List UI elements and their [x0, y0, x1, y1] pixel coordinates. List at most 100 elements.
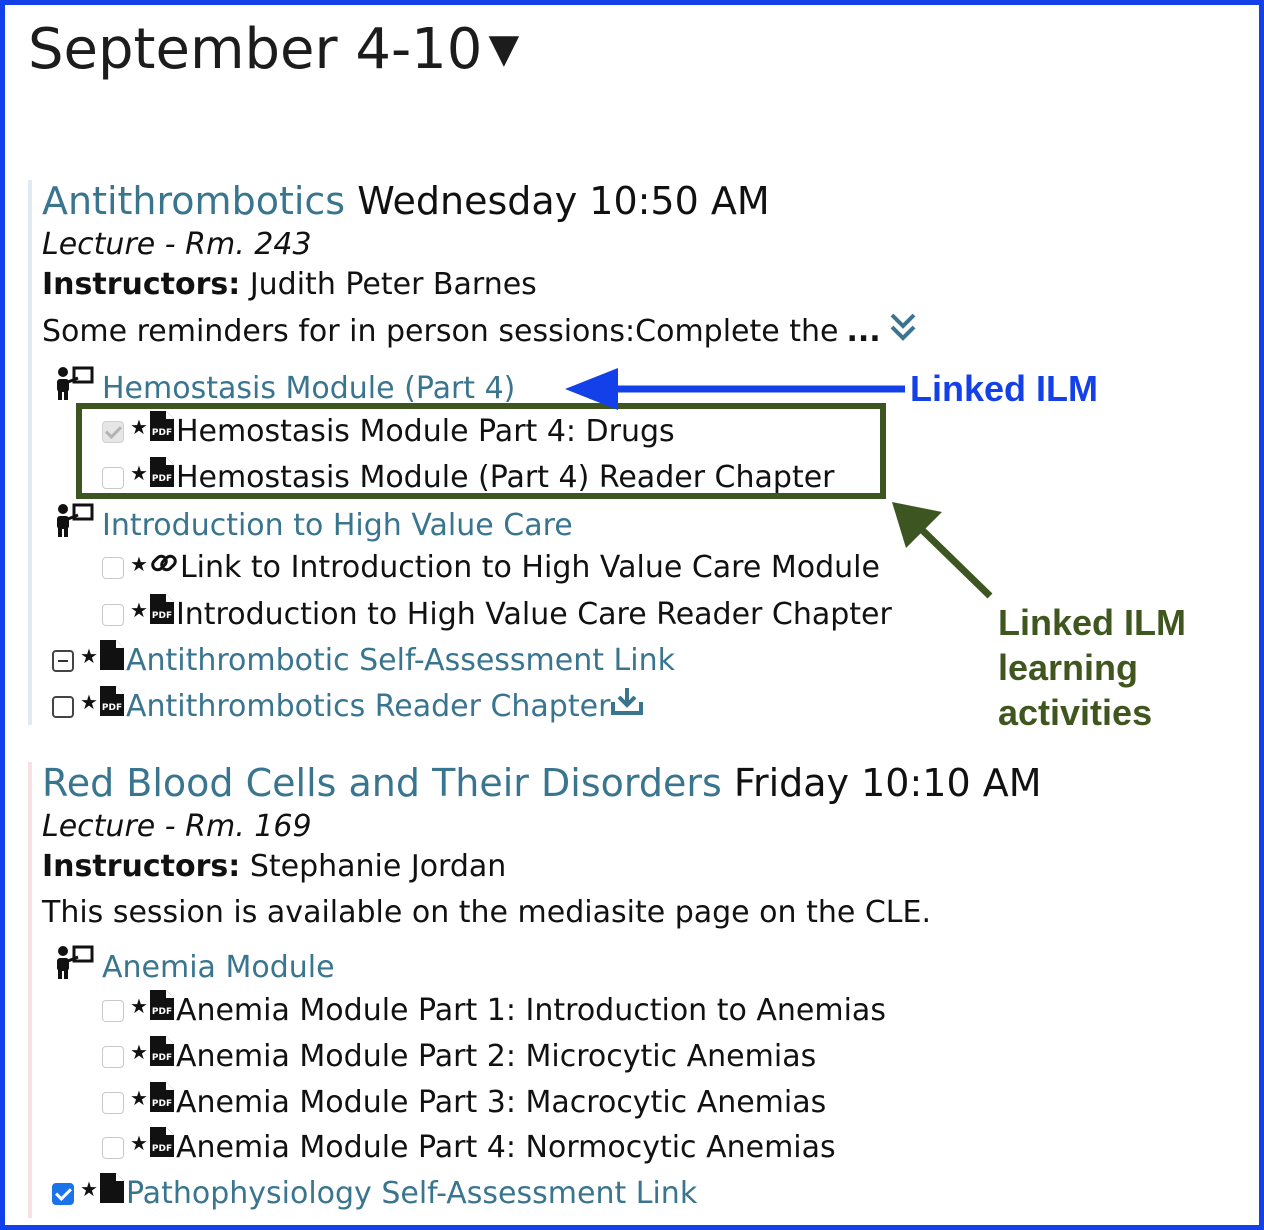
module-item-row: ★ PDF Introduction to High Value Care Re… — [102, 594, 892, 635]
module-row: Introduction to High Value Care — [54, 503, 573, 548]
pdf-icon: PDF — [149, 457, 174, 498]
module-item-row: ★ Link to Introduction to High Value Car… — [102, 548, 880, 588]
star-icon: ★ — [80, 1177, 98, 1201]
pdf-icon: PDF — [149, 594, 174, 635]
module-item-row: ★ PDF Anemia Module Part 3: Macrocytic A… — [102, 1082, 826, 1123]
session-accent-bar — [28, 180, 32, 725]
item-label[interactable]: Hemostasis Module (Part 4) Reader Chapte… — [175, 459, 835, 495]
star-icon: ★ — [130, 994, 148, 1018]
linked-ilm-arrow-icon — [565, 368, 905, 410]
activity-checkbox[interactable] — [52, 1182, 74, 1205]
pdf-icon: PDF — [149, 1082, 174, 1123]
link-icon — [150, 548, 178, 588]
item-label[interactable]: Anemia Module Part 2: Microcytic Anemias — [175, 1038, 817, 1074]
session-note: Some reminders for in person sessions:Co… — [42, 312, 917, 352]
session-time: Wednesday 10:50 AM — [357, 179, 770, 223]
star-icon: ★ — [130, 552, 148, 576]
svg-text:PDF: PDF — [152, 474, 172, 484]
activity-link[interactable]: Antithrombotic Self-Assessment Link — [125, 642, 675, 678]
module-item-row: ★ PDF Anemia Module Part 2: Microcytic A… — [102, 1036, 816, 1077]
linked-ilm-annotation: Linked ILM — [910, 368, 1098, 409]
activity-row: ★ Antithrombotic Self-Assessment Link — [52, 640, 675, 681]
activity-checkbox[interactable] — [52, 649, 74, 672]
item-checkbox[interactable] — [102, 1136, 124, 1159]
star-icon: ★ — [130, 415, 148, 439]
week-dropdown-caret-icon[interactable]: ▼ — [488, 26, 520, 72]
pdf-icon: PDF — [99, 686, 124, 727]
session-title-link[interactable]: Red Blood Cells and Their Disorders — [42, 761, 722, 805]
item-checkbox[interactable] — [102, 557, 124, 579]
activity-row: ★ PDF Antithrombotics Reader Chapter — [52, 686, 644, 727]
module-item-row: ★ PDF Anemia Module Part 4: Normocytic A… — [102, 1127, 836, 1168]
expand-chevron-icon[interactable] — [889, 312, 917, 352]
presenter-icon — [54, 366, 94, 411]
session-location: Lecture - Rm. 243 — [42, 227, 312, 262]
session-location: Lecture - Rm. 169 — [42, 809, 312, 844]
item-label[interactable]: Link to Introduction to High Value Care … — [179, 550, 880, 585]
star-icon: ★ — [130, 1040, 148, 1064]
star-icon: ★ — [80, 644, 98, 668]
linked-activities-arrow-icon — [892, 502, 993, 599]
item-label[interactable]: Anemia Module Part 1: Introduction to An… — [175, 992, 886, 1028]
session-note-text: Some reminders for in person sessions:Co… — [42, 314, 839, 349]
item-checkbox[interactable] — [102, 999, 124, 1022]
session-title-link[interactable]: Antithrombotics — [42, 179, 346, 223]
session-time: Friday 10:10 AM — [733, 761, 1042, 805]
activity-link[interactable]: Pathophysiology Self-Assessment Link — [125, 1175, 698, 1211]
star-icon: ★ — [130, 461, 148, 485]
svg-text:PDF: PDF — [152, 428, 172, 438]
session-note-ellipsis: ... — [846, 314, 881, 349]
item-label[interactable]: Introduction to High Value Care Reader C… — [175, 596, 892, 632]
session-header: Antithrombotics Wednesday 10:50 AM — [42, 178, 770, 224]
svg-text:PDF: PDF — [152, 1099, 172, 1109]
module-title-link[interactable]: Introduction to High Value Care — [102, 507, 573, 543]
item-checkbox[interactable] — [102, 603, 124, 626]
module-title-link[interactable]: Hemostasis Module (Part 4) — [102, 370, 516, 406]
linked-activities-highlight-box — [76, 403, 886, 499]
star-icon: ★ — [130, 1086, 148, 1110]
module-item-row: ★ PDF Hemostasis Module Part 4: Drugs — [102, 411, 675, 452]
module-title-link[interactable]: Anemia Module — [102, 949, 335, 985]
pdf-icon: PDF — [149, 1127, 174, 1168]
presenter-icon — [54, 503, 94, 548]
star-icon: ★ — [80, 690, 98, 714]
linked-activities-annotation: Linked ILM learning activities — [998, 602, 1186, 733]
file-icon — [99, 1173, 124, 1214]
item-label[interactable]: Anemia Module Part 4: Normocytic Anemias — [175, 1129, 836, 1165]
item-checkbox — [102, 420, 124, 443]
instructors-label: Instructors: — [42, 267, 241, 302]
activity-row: ★ Pathophysiology Self-Assessment Link — [52, 1173, 697, 1214]
activity-checkbox[interactable] — [52, 695, 74, 718]
pdf-icon: PDF — [149, 411, 174, 452]
week-header[interactable]: September 4-10 ▼ — [28, 14, 519, 85]
instructors-names: Judith Peter Barnes — [249, 267, 537, 302]
item-label[interactable]: Anemia Module Part 3: Macrocytic Anemias — [175, 1084, 827, 1120]
instructors-names: Stephanie Jordan — [249, 849, 507, 884]
svg-text:PDF: PDF — [102, 703, 122, 713]
download-icon[interactable] — [610, 686, 644, 727]
star-icon: ★ — [130, 1131, 148, 1155]
pdf-icon: PDF — [149, 1036, 174, 1077]
session-instructors: Instructors: Stephanie Jordan — [42, 848, 506, 886]
item-label[interactable]: Hemostasis Module Part 4: Drugs — [175, 413, 675, 449]
svg-text:PDF: PDF — [152, 1007, 172, 1017]
module-row: Hemostasis Module (Part 4) — [54, 366, 515, 411]
item-checkbox[interactable] — [102, 1091, 124, 1114]
instructors-label: Instructors: — [42, 849, 241, 884]
session-note: This session is available on the mediasi… — [42, 895, 931, 930]
svg-text:PDF: PDF — [152, 1144, 172, 1154]
week-title: September 4-10 — [28, 17, 483, 82]
svg-text:PDF: PDF — [152, 1053, 172, 1063]
item-checkbox[interactable] — [102, 466, 124, 489]
module-row: Anemia Module — [54, 945, 335, 990]
session-accent-bar — [28, 762, 32, 1218]
module-item-row: ★ PDF Hemostasis Module (Part 4) Reader … — [102, 457, 835, 498]
svg-text:PDF: PDF — [152, 611, 172, 621]
presenter-icon — [54, 945, 94, 990]
file-icon — [99, 640, 124, 681]
module-item-row: ★ PDF Anemia Module Part 1: Introduction… — [102, 990, 886, 1031]
item-checkbox[interactable] — [102, 1045, 124, 1068]
activity-link[interactable]: Antithrombotics Reader Chapter — [125, 688, 611, 724]
pdf-icon: PDF — [149, 990, 174, 1031]
